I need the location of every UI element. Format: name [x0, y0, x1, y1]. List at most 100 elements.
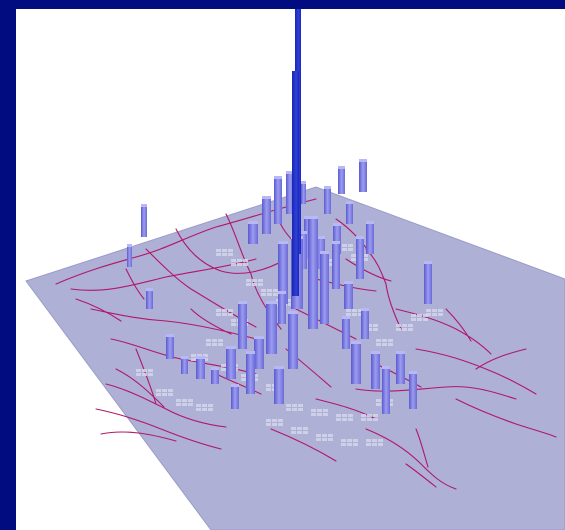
bar-top [196, 356, 205, 359]
ground-cell [426, 313, 431, 316]
population-bar [278, 291, 286, 324]
ground-cell [353, 443, 358, 446]
ground-cell [241, 374, 246, 377]
ground-cell [231, 259, 236, 262]
ground-cell [297, 427, 302, 430]
population-bar [382, 366, 390, 414]
ground-cell [347, 443, 352, 446]
bar-body [278, 294, 286, 324]
ground-cell [278, 423, 283, 426]
ground-cell [411, 318, 416, 321]
ground-cell [376, 343, 381, 346]
bar-top [359, 159, 367, 162]
population-bar [226, 346, 236, 379]
ground-cell [246, 279, 251, 282]
ground-cell [216, 253, 221, 256]
bar-top [288, 311, 298, 314]
ground-cell [261, 289, 266, 292]
ground-cell [378, 443, 383, 446]
bar-body [409, 374, 417, 409]
ground-cell [156, 389, 161, 392]
ground-cell [298, 404, 303, 407]
bar-top [333, 223, 341, 226]
population-bar [356, 236, 364, 279]
ground-cell [303, 427, 308, 430]
ground-cell [286, 404, 291, 407]
population-bar [351, 341, 361, 384]
bar-top [342, 316, 350, 319]
population-bar [338, 166, 345, 194]
bar-top [344, 281, 353, 284]
ground-cell [197, 354, 202, 357]
ground-cell [361, 418, 366, 421]
ground-cell [303, 431, 308, 434]
ground-cell [228, 313, 233, 316]
ground-cell [358, 309, 363, 312]
bar-top [141, 204, 147, 207]
population-bar [320, 251, 329, 324]
population-bar [288, 311, 298, 369]
ground-cell [358, 313, 363, 316]
ground-cell [438, 309, 443, 312]
bar-top [301, 181, 306, 184]
ground-cell [231, 263, 236, 266]
population-bar [238, 301, 247, 349]
ground-cell [417, 318, 422, 321]
ground-cell [376, 399, 381, 402]
tall-population-bar [292, 71, 299, 296]
bar-top [226, 346, 236, 349]
bar-top [320, 251, 329, 254]
bar-top [324, 186, 331, 189]
bar-body [346, 204, 353, 224]
bar-top [211, 367, 219, 370]
bar-body [254, 339, 264, 369]
bar-top [338, 166, 345, 169]
ground-cell [218, 339, 223, 342]
bar-body [366, 224, 374, 254]
ground-cell [292, 404, 297, 407]
bar-body [246, 354, 255, 394]
ground-cell [273, 293, 278, 296]
population-bar [278, 241, 288, 304]
bar-top [351, 341, 361, 344]
ground-cell [208, 408, 213, 411]
bar-top [274, 366, 284, 369]
bar-body [288, 314, 298, 369]
bar-body [286, 174, 294, 214]
population-bar [324, 186, 331, 214]
bar-body [361, 311, 369, 339]
ground-cell [376, 403, 381, 406]
ground-cell [182, 399, 187, 402]
ground-cell [396, 328, 401, 331]
ground-cell [206, 339, 211, 342]
ground-cell [231, 323, 236, 326]
bar-body [274, 179, 282, 224]
bar-top [231, 384, 239, 387]
ground-cell [367, 414, 372, 417]
3d-viewport[interactable] [16, 9, 565, 530]
bar-top [371, 351, 380, 354]
bar-body [181, 359, 188, 374]
ground-cell [373, 324, 378, 327]
population-bar [396, 351, 405, 384]
ground-cell [348, 248, 353, 251]
population-bar [181, 356, 188, 374]
ground-cell [336, 414, 341, 417]
population-bar [274, 366, 284, 404]
ground-cell [156, 393, 161, 396]
ground-cell [206, 343, 211, 346]
ground-cell [432, 313, 437, 316]
ground-cell [291, 431, 296, 434]
ground-cell [222, 313, 227, 316]
bar-body [166, 337, 174, 359]
population-bar [359, 159, 367, 192]
ground-cell [162, 389, 167, 392]
ground-cell [322, 434, 327, 437]
ground-cell [237, 263, 242, 266]
ground-cell [388, 403, 393, 406]
bar-body [262, 199, 271, 234]
bar-body [301, 184, 306, 204]
ground-cell [258, 283, 263, 286]
population-bar [361, 308, 369, 339]
bar-top [332, 241, 340, 244]
